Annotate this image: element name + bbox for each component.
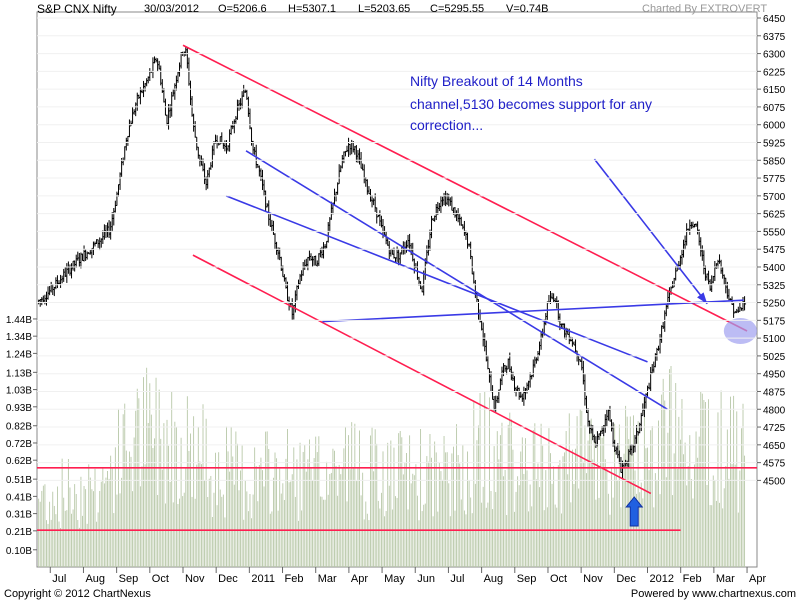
time-tick-label: Jun <box>417 573 435 585</box>
time-tick-label: Jul <box>450 573 464 585</box>
volume-tick-label: 1.44B <box>6 315 32 326</box>
blue-trend-line-4 <box>245 150 668 410</box>
time-tick-label: Dec <box>218 573 238 585</box>
time-tick-label: Nov <box>185 573 205 585</box>
charted-by-label: Charted By EXTROVERT <box>642 3 767 15</box>
price-tick-label: 5400 <box>763 263 786 274</box>
date-label: 30/03/2012 <box>144 3 199 15</box>
time-tick-label: Mar <box>318 573 337 585</box>
price-tick-label: 5625 <box>763 210 786 221</box>
volume-tick-label: 1.24B <box>6 349 32 360</box>
price-tick-label: 5475 <box>763 245 786 256</box>
price-tick-label: 6300 <box>763 50 786 61</box>
volume-tick-label: 0.41B <box>6 492 32 503</box>
time-tick-label: Sep <box>119 573 139 585</box>
price-tick-label: 5700 <box>763 192 786 203</box>
volume-bars <box>38 365 746 567</box>
price-tick-label: 5925 <box>763 138 786 149</box>
up-arrow-icon <box>625 496 644 527</box>
high-label: H=5307.1 <box>288 3 336 15</box>
annotation-line-1: Nifty Breakout of 14 Months <box>410 73 583 89</box>
volume-tick-label: 0.62B <box>6 456 32 467</box>
price-tick-label: 6150 <box>763 85 786 96</box>
price-tick-label: 6450 <box>763 14 786 25</box>
volume-tick-label: 0.82B <box>6 422 32 433</box>
time-tick-label: Apr <box>749 573 766 585</box>
time-tick-label: Dec <box>616 573 636 585</box>
time-tick-label: Apr <box>351 573 368 585</box>
price-tick-label: 4950 <box>763 370 786 381</box>
price-tick-label: 5550 <box>763 227 786 238</box>
arrowhead-icon <box>697 292 708 304</box>
copyright-label: Copyright © 2012 ChartNexus <box>4 588 151 600</box>
price-tick-label: 5250 <box>763 299 786 310</box>
time-tick-label: Nov <box>583 573 603 585</box>
time-tick-label: Oct <box>550 573 567 585</box>
time-tick-label: Aug <box>85 573 105 585</box>
price-tick-label: 6225 <box>763 67 786 78</box>
annotation-line-3: correction... <box>410 117 483 133</box>
volume-tick-label: 1.13B <box>6 368 32 379</box>
volume-tick-label: 0.72B <box>6 439 32 450</box>
red-trend-line-1 <box>192 254 652 495</box>
price-tick-label: 4800 <box>763 405 786 416</box>
time-tick-label: Feb <box>285 573 304 585</box>
price-tick-label: 5325 <box>763 281 786 292</box>
trend-lines <box>37 44 758 531</box>
red-trend-line-0 <box>182 44 748 332</box>
price-tick-label: 4500 <box>763 476 786 487</box>
price-tick-label: 4725 <box>763 423 786 434</box>
blue-trend-line-5 <box>225 195 648 363</box>
powered-by-label: Powered by www.chartnexus.com <box>631 588 796 600</box>
time-tick-label: Mar <box>716 573 735 585</box>
price-tick-label: 6075 <box>763 103 786 114</box>
volume-tick-label: 1.03B <box>6 386 32 397</box>
time-tick-label: Oct <box>152 573 169 585</box>
time-tick-label: Aug <box>484 573 504 585</box>
time-tick-label: 2012 <box>650 573 674 585</box>
volume-tick-label: 0.51B <box>6 475 32 486</box>
price-tick-label: 4575 <box>763 459 786 470</box>
time-tick-label: Sep <box>517 573 537 585</box>
price-tick-label: 5025 <box>763 352 786 363</box>
support-highlight-circle <box>723 317 758 345</box>
price-tick-label: 5175 <box>763 316 786 327</box>
time-tick-label: 2011 <box>251 573 275 585</box>
time-axis: Jul Aug Sep Oct Nov Dec 2011 Feb Mar Apr May Jun Jul… <box>49 567 767 585</box>
volume-label: V=0.74B <box>506 3 549 15</box>
volume-tick-label: 0.21B <box>6 527 32 538</box>
time-tick-label: Feb <box>683 573 702 585</box>
blue-trend-line-6 <box>322 299 744 323</box>
price-tick-label: 6000 <box>763 121 786 132</box>
annotation-line-2: channel,5130 becomes support for any <box>410 96 652 112</box>
time-tick-label: May <box>384 573 405 585</box>
volume-tick-label: 0.31B <box>6 510 32 521</box>
price-axis: 4500 4575 4650 4725 4800 4875 4950 5025 5100 5175… <box>37 14 786 487</box>
open-label: O=5206.6 <box>218 3 267 15</box>
symbol-label: S&P CNX Nifty <box>37 2 117 16</box>
volume-axis: 0.10B 0.21B 0.31B 0.41B 0.51B 0.62B 0.72B 0.82B… <box>6 315 37 557</box>
price-tick-label: 5775 <box>763 174 786 185</box>
price-tick-label: 5100 <box>763 334 786 345</box>
volume-tick-label: 0.93B <box>6 403 32 414</box>
price-tick-label: 4650 <box>763 441 786 452</box>
time-tick-label: Jul <box>52 573 66 585</box>
low-label: L=5203.65 <box>358 3 410 15</box>
volume-tick-label: 1.34B <box>6 332 32 343</box>
price-tick-label: 6375 <box>763 32 786 43</box>
price-tick-label: 5850 <box>763 156 786 167</box>
volume-tick-label: 0.10B <box>6 546 32 557</box>
price-tick-label: 4875 <box>763 387 786 398</box>
close-label: C=5295.55 <box>430 3 484 15</box>
